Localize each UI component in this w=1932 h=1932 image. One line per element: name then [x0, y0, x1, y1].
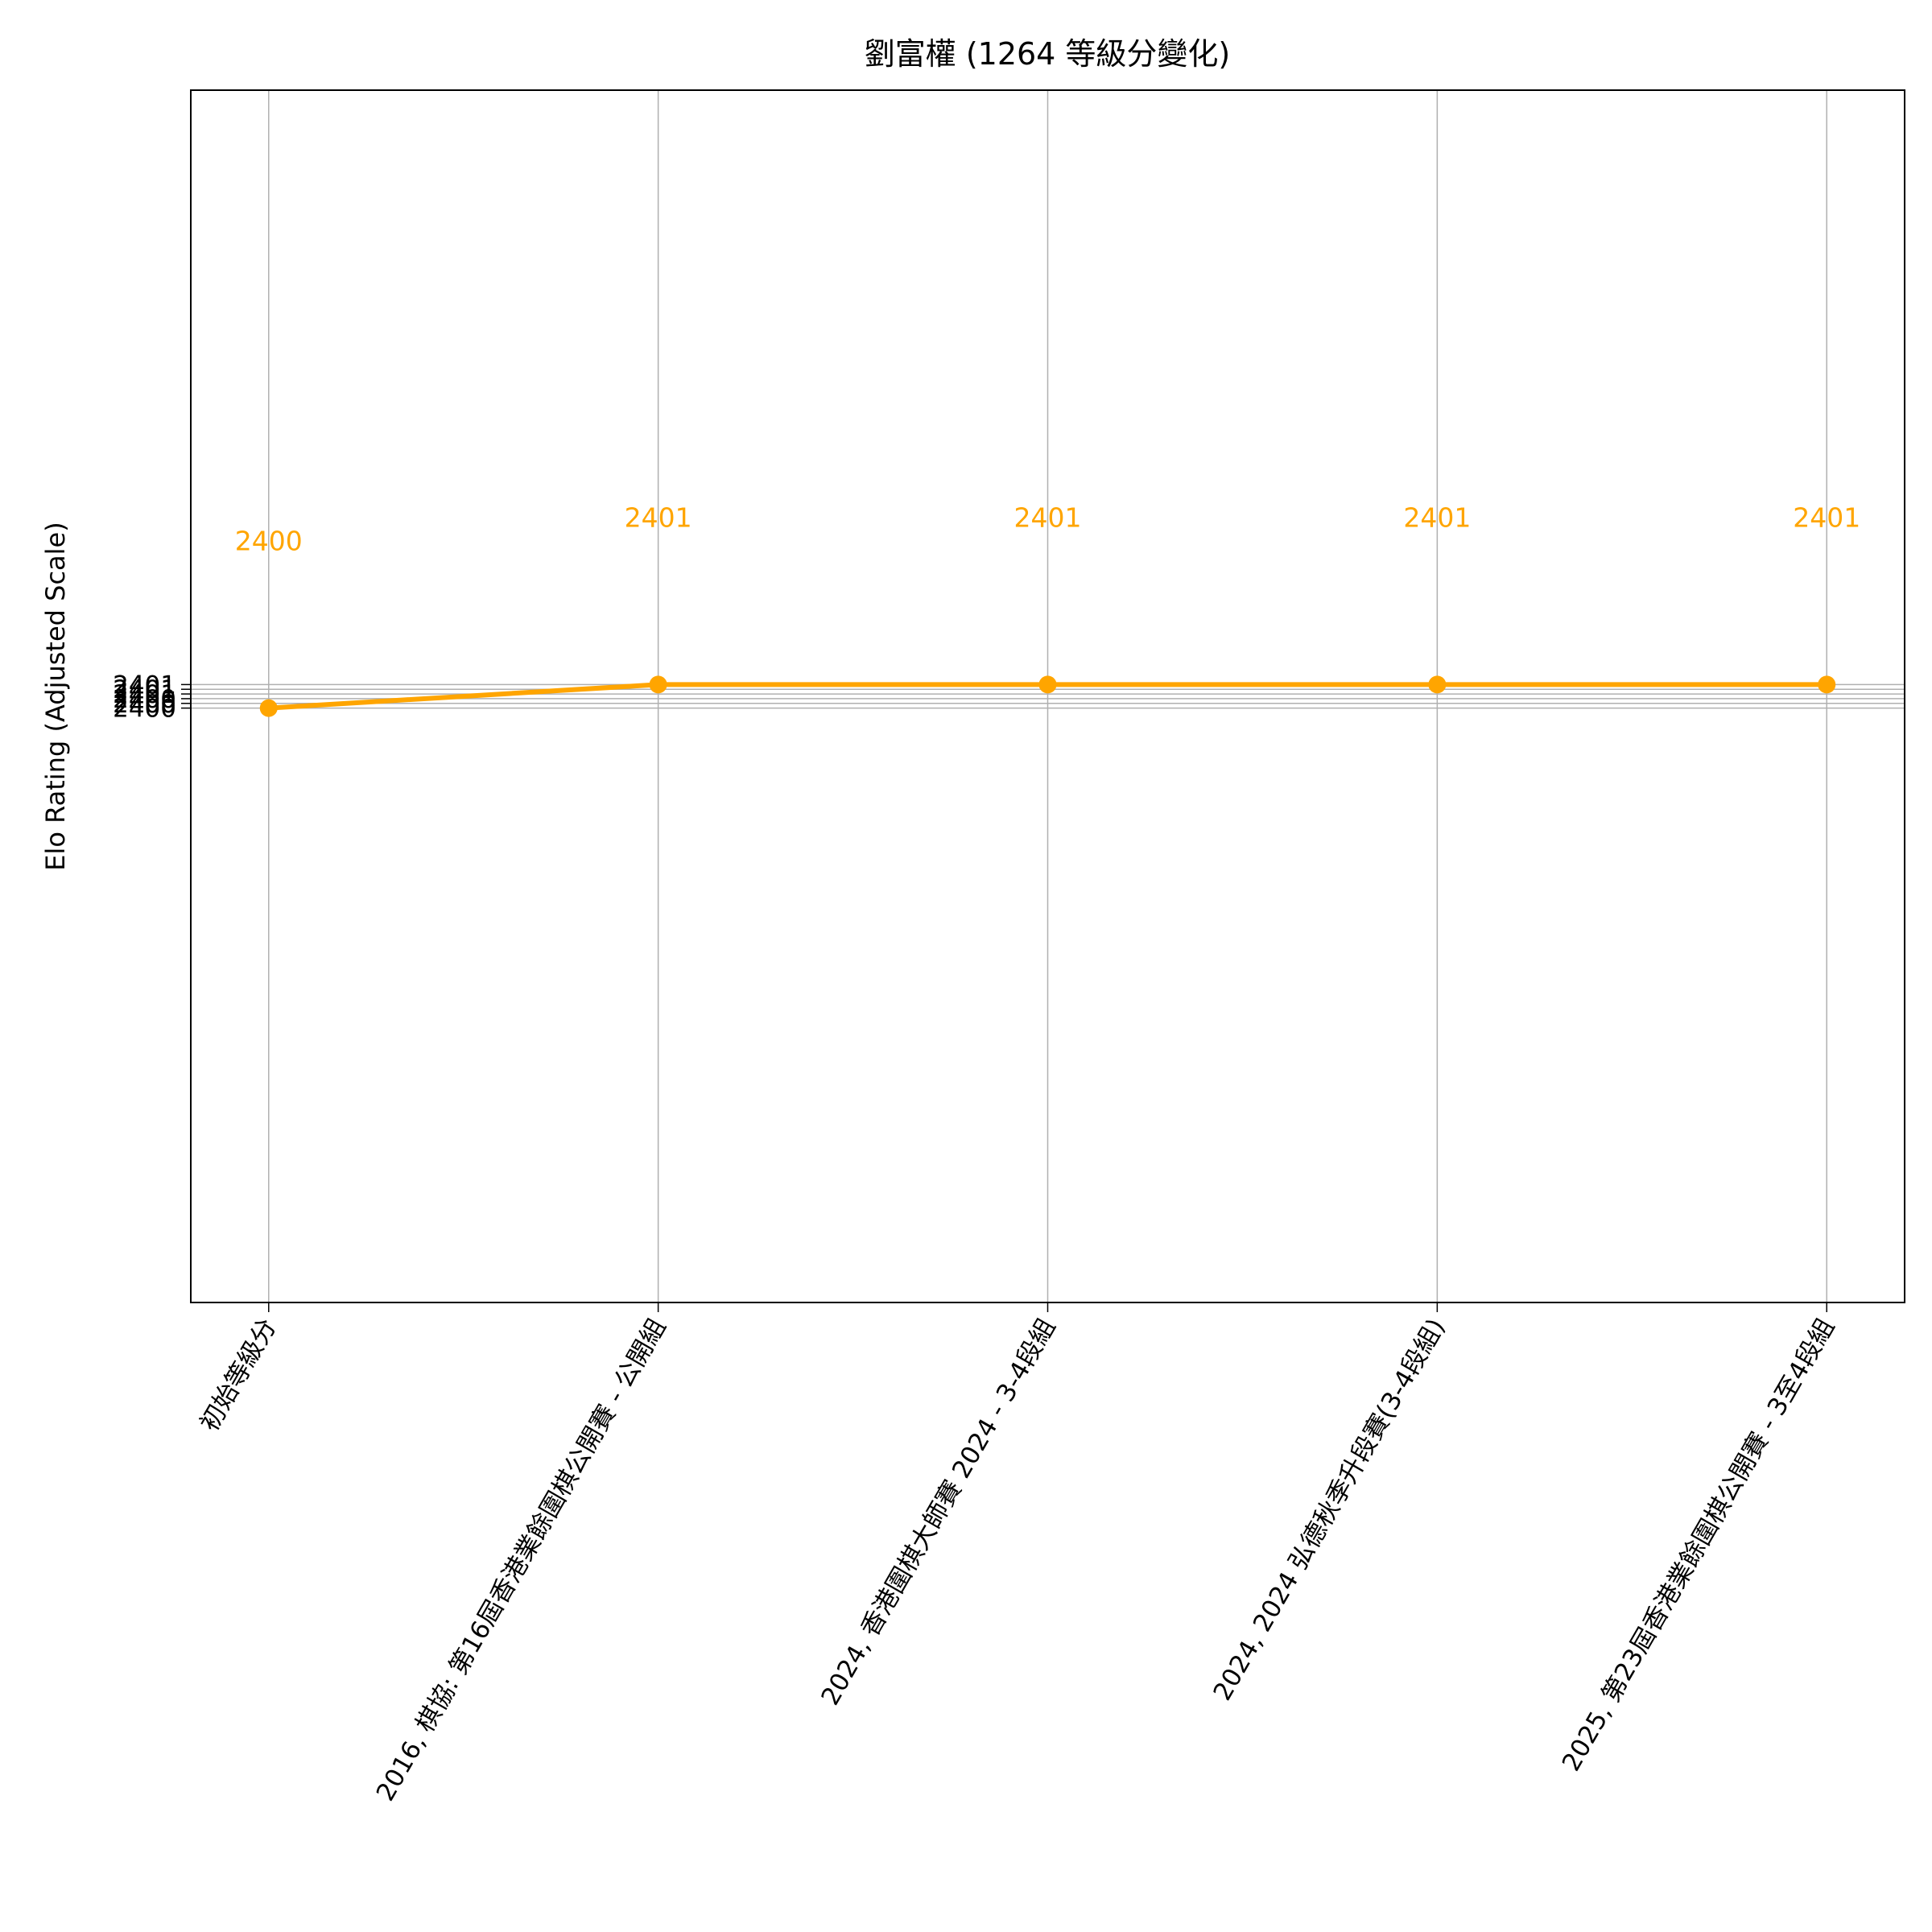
point	[1038, 675, 1057, 694]
point	[1428, 675, 1447, 694]
chart-title: 劉富權 (1264 等級分變化)	[865, 36, 1231, 72]
y-tick-label: 2401	[113, 680, 176, 709]
y-axis-label: Elo Rating (Adjusted Scale)	[40, 522, 71, 870]
y-tick-label: 2400	[113, 695, 176, 724]
data-label: 2401	[1793, 502, 1860, 533]
y-tick-label: 2401	[113, 675, 176, 704]
point	[649, 675, 667, 694]
y-tick-label: 2401	[113, 671, 176, 700]
y-tick-label: 2400	[113, 690, 176, 719]
data-label: 2401	[1014, 502, 1082, 533]
data-label: 2400	[235, 526, 303, 557]
point	[1818, 675, 1836, 694]
data-label: 2401	[1403, 502, 1471, 533]
point	[259, 699, 278, 717]
y-tick-label: 2400	[113, 685, 176, 714]
data-label: 2401	[625, 502, 692, 533]
plot-frame	[190, 89, 1905, 1303]
